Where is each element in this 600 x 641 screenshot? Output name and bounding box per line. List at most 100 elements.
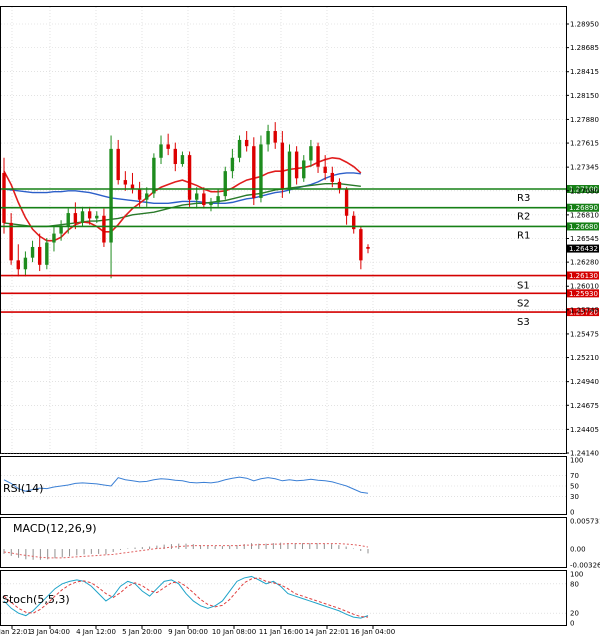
candle-body [330,172,335,182]
y-tick-label: 1.24405 [570,426,599,434]
support-resistance-levels: R3 1.27100 R2 1.26890 R1 1.26680 S1 1.26130 S2 1.… [1,185,599,328]
level-tag-bg [567,185,599,193]
level-price-r2: 1.26890 [569,204,598,212]
candle-body [359,229,363,261]
candle-body [302,160,306,179]
rsi-tick-label: 70 [570,472,579,480]
ma-fast-line [3,156,362,242]
y-tick-label: 1.28685 [570,44,599,52]
candle-body [280,142,285,189]
candle-body [152,157,156,194]
candle-body [244,139,249,147]
candle-body [294,151,299,179]
candle-body [273,131,277,143]
rsi-grid [1,475,566,497]
y-tick-label: 1.26545 [570,235,599,243]
x-tick-label: 3 Jan 04:00 [30,628,70,636]
level-price-s1: 1.26130 [569,272,598,280]
candle-body [145,193,149,200]
candle-body [9,222,13,261]
candle-body [123,180,128,185]
macd-title: MACD(12,26,9) [13,522,97,535]
candle-body [23,257,28,270]
x-tick-label: 4 Jan 12:00 [76,628,116,636]
level-name-r1: R1 [517,230,530,241]
rsi-tick-label: 100 [570,457,583,465]
y-tick-label: 1.26010 [570,283,599,291]
macd-panel-frame [0,517,567,568]
time-axis: 2 Jan 22:013 Jan 04:00 4 Jan 12:00 5 Jan 2… [0,626,395,636]
macd-signal-line [3,543,369,559]
candle-body [230,157,235,172]
candle-body [366,246,370,249]
candle-body [259,144,263,198]
candle-body [2,172,6,223]
candle-body [109,148,113,243]
candle-body [166,144,170,149]
candle-body [37,246,42,265]
level-name-r2: R2 [517,212,530,223]
main-panel-frame [0,6,567,454]
y-tick-label: 1.25210 [570,354,599,362]
y-tick-label: 1.24675 [570,402,599,410]
stoch-tick-label: 80 [570,580,579,588]
y-tick-label: 1.26810 [570,211,599,219]
macd-axis: 0.005731 0.00 -0.003269 [570,518,600,570]
stoch-panel-frame [0,570,567,626]
y-tick-label: 1.25745 [570,306,599,314]
candle-body [202,193,206,206]
stoch-tick-label: 0 [570,620,574,628]
x-tick-label: 16 Jan 04:00 [351,628,395,636]
candle-body [223,171,227,197]
stoch-signal-line [3,577,369,618]
candle-body [195,193,199,200]
candle-body [52,233,56,243]
y-tick-label: 1.27345 [570,164,599,172]
level-name-s3: S3 [517,317,530,328]
candle-body [309,146,313,161]
y-tick-label: 1.26280 [570,259,599,267]
candle-body [66,213,70,227]
candle-body [16,260,20,270]
candle-body [102,215,106,243]
x-tick-label: 9 Jan 00:00 [168,628,208,636]
stoch-grid [1,583,566,614]
level-tag-bg [567,308,599,317]
level-name-r3: R3 [517,193,530,204]
candle-body [73,213,78,223]
level-tag-bg [567,271,599,280]
candle-body [287,151,292,189]
candle-body [316,146,320,167]
level-price-s3: 1.25720 [569,309,598,317]
stoch-main-line [3,575,369,619]
candle-body [95,215,99,219]
y-tick-label: 1.28150 [570,92,599,100]
current-price-marker: 1.26432 [567,244,599,253]
level-price-s2: 1.25930 [569,290,598,298]
y-tick-label: 1.24940 [570,378,599,386]
x-tick-label: 14 Jan 22:01 [305,628,349,636]
candle-body [80,211,85,223]
rsi-tick-label: 0 [570,509,574,517]
x-tick-label: 10 Jan 08:00 [212,628,256,636]
candle-body [159,144,163,158]
stoch-tick-label: 20 [570,610,579,618]
candle-body [252,146,256,198]
candle-body [130,184,135,189]
x-tick-label: 5 Jan 20:00 [122,628,162,636]
candle-body [87,211,92,219]
level-price-r3: 1.27100 [569,186,598,194]
level-name-s1: S1 [517,281,530,292]
candle-body [237,139,242,158]
price-axis: 1.28950 1.28685 1.28415 1.28150 1.27880 1.276… [566,21,599,458]
macd-tick-label: 0.005731 [570,518,600,526]
level-name-s2: S2 [517,298,530,309]
candle-body [352,215,356,230]
rsi-line [3,476,369,494]
grid-lines [1,7,566,454]
candle-body [187,155,192,200]
level-tag-bg [567,203,599,212]
level-price-r1: 1.26680 [569,223,598,231]
y-tick-label: 1.28415 [570,68,599,76]
